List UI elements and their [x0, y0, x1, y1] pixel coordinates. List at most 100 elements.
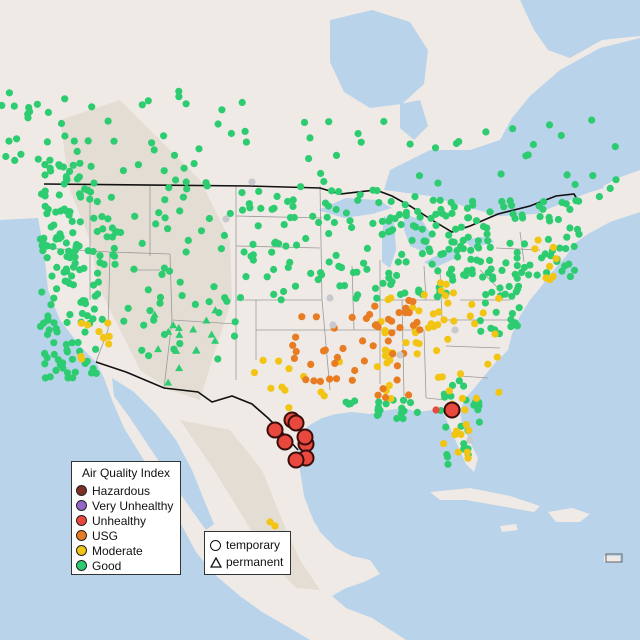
monitor-marker: [544, 235, 553, 243]
monitor-marker: [418, 250, 426, 258]
monitor-marker: [41, 202, 49, 210]
monitor-marker: [363, 244, 371, 252]
monitor-marker: [312, 313, 320, 321]
monitor-marker: [454, 253, 462, 261]
monitor-marker: [468, 300, 476, 308]
monitor-marker: [156, 293, 165, 301]
monitor-marker: [109, 251, 117, 259]
puerto-rico: [604, 556, 620, 562]
monitor-marker: [518, 211, 526, 219]
monitor-marker: [445, 231, 453, 239]
monitor-marker: [434, 321, 442, 329]
permanent-monitor-marker: [164, 327, 173, 335]
monitor-marker: [59, 364, 67, 372]
monitor-marker: [175, 87, 183, 95]
monitor-marker: [369, 219, 377, 227]
monitor-marker: [83, 312, 91, 320]
monitor-marker: [474, 406, 482, 414]
monitor-marker: [226, 209, 234, 218]
monitor-marker: [90, 214, 98, 222]
monitor-marker: [176, 278, 184, 286]
monitor-marker: [437, 250, 445, 258]
monitor-marker: [388, 329, 396, 337]
monitor-marker: [479, 222, 488, 231]
monitor-marker: [214, 355, 222, 363]
monitor-marker: [443, 453, 452, 461]
monitor-marker: [374, 391, 382, 399]
monitor-marker: [63, 318, 71, 327]
monitor-marker: [336, 282, 344, 290]
monitor-marker: [41, 360, 49, 368]
monitor-marker: [513, 248, 521, 257]
monitor-marker: [280, 287, 288, 296]
monitor-marker: [500, 203, 508, 211]
monitor-marker: [217, 245, 225, 253]
monitor-marker: [182, 100, 190, 108]
monitor-marker: [248, 178, 256, 186]
legend-label: temporary: [226, 538, 281, 552]
monitor-marker: [77, 193, 85, 201]
monitor-marker: [61, 95, 69, 103]
monitor-marker: [535, 202, 543, 210]
monitor-marker: [332, 205, 340, 214]
monitor-marker: [66, 254, 74, 262]
monitor-marker: [442, 280, 450, 288]
circle-icon: [210, 539, 221, 551]
monitor-marker: [378, 230, 386, 238]
monitor-marker: [150, 146, 158, 154]
monitor-marker: [43, 254, 51, 262]
monitor-marker: [76, 159, 84, 167]
legend-label: Unhealthy: [92, 513, 147, 528]
monitor-marker: [450, 238, 458, 246]
aqi-legend-title: Air Quality Index: [81, 466, 171, 480]
monitor-marker: [381, 352, 389, 360]
monitor-marker: [183, 185, 191, 193]
monitor-marker: [155, 209, 163, 217]
monitor-marker: [432, 221, 440, 230]
monitor-marker: [472, 394, 481, 402]
permanent-monitor-marker: [174, 324, 183, 332]
monitor-marker: [53, 263, 61, 271]
monitor-marker: [314, 276, 322, 284]
monitor-marker: [326, 375, 334, 383]
monitor-marker: [434, 179, 442, 187]
labrador-sea: [520, 0, 640, 58]
monitor-marker: [476, 258, 485, 266]
monitor-marker: [444, 335, 452, 343]
large-monitor-marker: [287, 414, 305, 432]
monitor-marker: [90, 305, 98, 313]
monitor-marker: [524, 151, 532, 159]
monitor-marker: [375, 398, 383, 406]
monitor-marker: [595, 193, 604, 201]
monitor-marker: [48, 272, 56, 280]
monitor-marker: [479, 273, 487, 281]
monitor-marker: [289, 202, 297, 210]
large-monitor-marker: [287, 451, 305, 469]
monitor-marker: [329, 321, 337, 329]
monitor-marker: [589, 172, 597, 180]
permanent-monitor-marker: [192, 346, 201, 354]
monitor-marker: [353, 268, 361, 276]
monitor-marker: [69, 161, 77, 169]
monitor-marker: [474, 237, 482, 245]
monitor-marker: [289, 341, 297, 349]
monitor-marker: [286, 258, 294, 266]
monitor-marker: [119, 167, 127, 175]
monitor-marker: [305, 155, 313, 163]
monitor-marker: [328, 187, 336, 195]
monitor-marker: [436, 196, 444, 204]
monitor-marker: [546, 262, 554, 270]
monitor-marker: [227, 129, 235, 138]
monitor-marker: [131, 212, 139, 220]
monitor-marker: [525, 271, 533, 279]
monitor-marker: [467, 255, 475, 263]
monitor-marker: [325, 230, 333, 238]
monitor-marker: [339, 344, 347, 353]
permanent-monitor-marker: [164, 378, 173, 386]
monitor-marker: [436, 279, 445, 287]
monitor-marker: [144, 286, 152, 294]
monitor-marker: [382, 400, 390, 408]
monitor-marker: [393, 271, 401, 280]
monitor-marker: [385, 274, 393, 282]
monitor-marker: [61, 132, 69, 140]
